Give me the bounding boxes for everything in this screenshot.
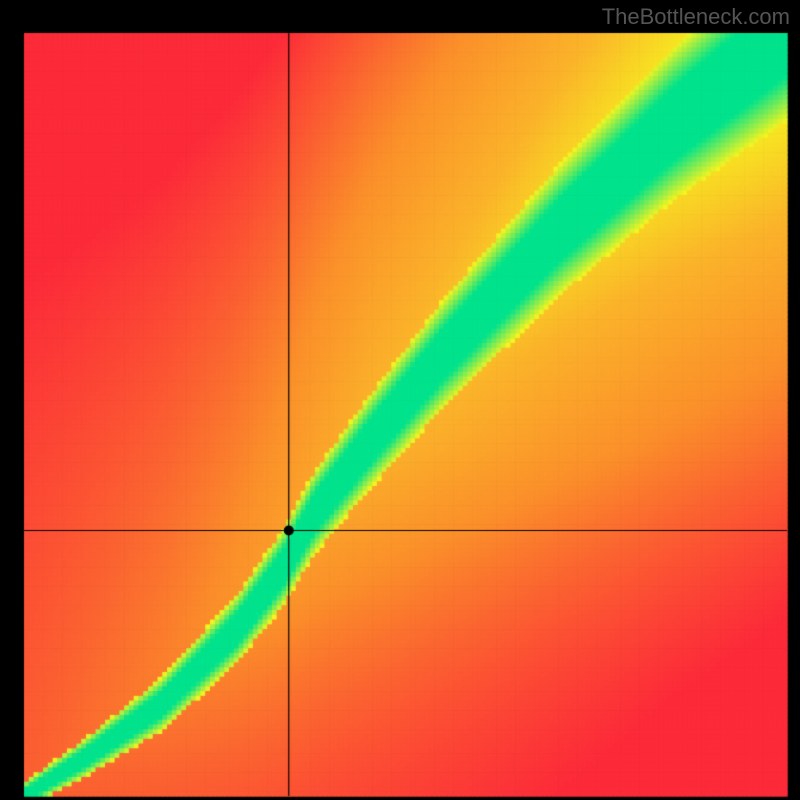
watermark-text: TheBottleneck.com (602, 4, 790, 30)
chart-container: TheBottleneck.com (0, 0, 800, 800)
crosshair-overlay (0, 0, 800, 800)
